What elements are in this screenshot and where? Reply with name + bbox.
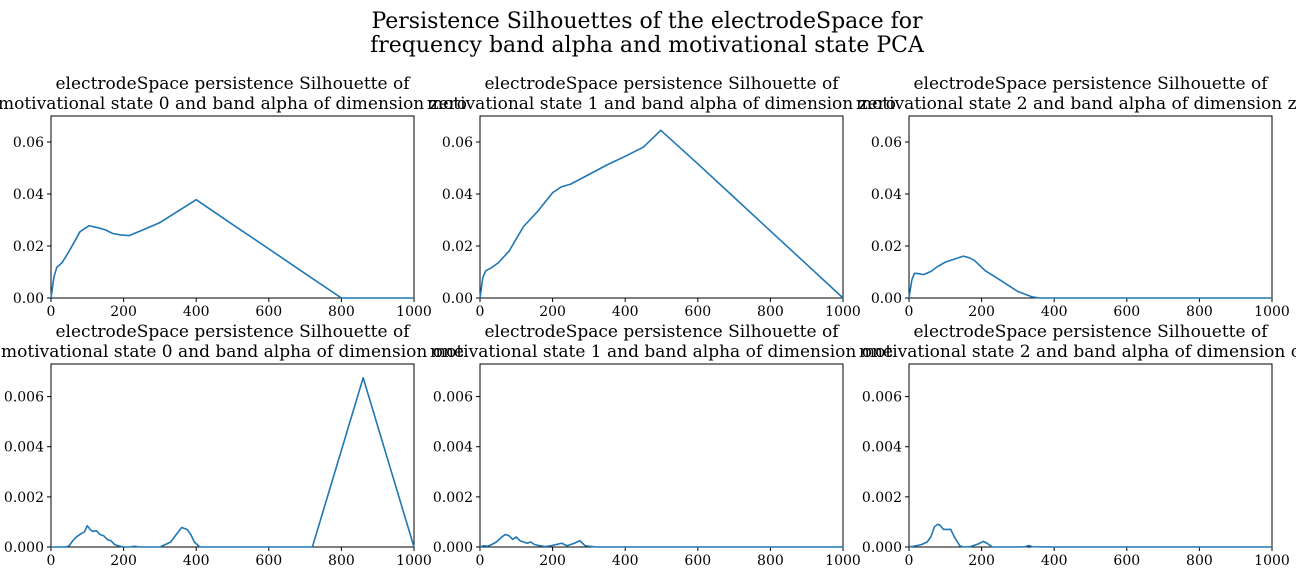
x-tick-label: 400 xyxy=(1041,553,1068,569)
y-tick-label: 0.00 xyxy=(442,291,473,307)
x-tick-label: 600 xyxy=(255,553,282,569)
y-tick-label: 0.000 xyxy=(4,540,44,556)
y-tick-label: 0.000 xyxy=(433,540,473,556)
subplot-title-line: electrodeSpace persistence Silhouette of xyxy=(55,74,411,94)
x-tick-label: 0 xyxy=(905,553,914,569)
subplot-title-line: motivational state 0 and band alpha of d… xyxy=(1,342,464,362)
x-tick-label: 200 xyxy=(539,553,566,569)
x-tick-label: 600 xyxy=(1113,304,1140,320)
x-tick-label: 400 xyxy=(612,304,639,320)
y-tick-label: 0.004 xyxy=(862,440,902,456)
x-tick-label: 1000 xyxy=(1254,553,1290,569)
axes-frame xyxy=(908,115,1273,299)
y-tick-label: 0.02 xyxy=(13,239,44,255)
series-line xyxy=(908,523,1272,548)
subplot-title-line: electrodeSpace persistence Silhouette of xyxy=(913,74,1269,94)
y-tick-label: 0.000 xyxy=(862,540,902,556)
x-tick-label: 1000 xyxy=(825,304,861,320)
x-tick-label: 200 xyxy=(968,553,995,569)
x-tick-label: 1000 xyxy=(396,304,432,320)
x-tick-label: 800 xyxy=(1186,553,1213,569)
y-tick-label: 0.06 xyxy=(871,135,902,151)
y-tick-label: 0.00 xyxy=(871,291,902,307)
subplot-5: electrodeSpace persistence Silhouette of… xyxy=(430,322,893,569)
x-tick-label: 400 xyxy=(612,553,639,569)
y-tick-label: 0.004 xyxy=(4,440,44,456)
y-tick-label: 0.04 xyxy=(442,187,473,203)
subplot-title-line: electrodeSpace persistence Silhouette of xyxy=(913,322,1269,342)
x-tick-label: 800 xyxy=(328,304,355,320)
figure-title-line-2: frequency band alpha and motivational st… xyxy=(370,33,925,58)
axes-frame xyxy=(479,363,844,548)
x-tick-label: 1000 xyxy=(825,553,861,569)
x-tick-label: 200 xyxy=(968,304,995,320)
x-tick-label: 0 xyxy=(476,304,485,320)
subplot-title-line: motivational state 2 and band alpha of d… xyxy=(856,94,1296,114)
x-tick-label: 800 xyxy=(1186,304,1213,320)
y-tick-label: 0.02 xyxy=(871,239,902,255)
y-tick-label: 0.006 xyxy=(862,390,902,406)
subplot-title-line: electrodeSpace persistence Silhouette of xyxy=(55,322,411,342)
axes-frame xyxy=(908,363,1273,548)
series-line xyxy=(50,198,414,299)
series-line xyxy=(479,533,843,548)
x-tick-label: 200 xyxy=(110,304,137,320)
y-tick-label: 0.00 xyxy=(13,291,44,307)
y-tick-label: 0.002 xyxy=(4,490,44,506)
subplot-title-line: electrodeSpace persistence Silhouette of xyxy=(484,74,840,94)
x-tick-label: 800 xyxy=(757,553,784,569)
x-tick-label: 0 xyxy=(47,553,56,569)
y-tick-label: 0.06 xyxy=(442,135,473,151)
x-tick-label: 600 xyxy=(255,304,282,320)
x-tick-label: 200 xyxy=(110,553,137,569)
subplot-3: electrodeSpace persistence Silhouette of… xyxy=(856,74,1296,320)
subplot-4: electrodeSpace persistence Silhouette of… xyxy=(1,322,464,569)
series-line xyxy=(479,129,844,299)
y-tick-label: 0.006 xyxy=(4,390,44,406)
y-tick-label: 0.04 xyxy=(13,187,44,203)
x-tick-label: 600 xyxy=(1113,553,1140,569)
x-tick-label: 600 xyxy=(684,553,711,569)
x-tick-label: 800 xyxy=(328,553,355,569)
x-tick-label: 400 xyxy=(183,304,210,320)
subplot-title-line: motivational state 0 and band alpha of d… xyxy=(0,94,467,114)
x-tick-label: 0 xyxy=(905,304,914,320)
axes-frame xyxy=(479,115,844,299)
x-tick-label: 0 xyxy=(476,553,485,569)
x-tick-label: 1000 xyxy=(396,553,432,569)
x-tick-label: 600 xyxy=(684,304,711,320)
axes-frame xyxy=(50,115,415,299)
y-tick-label: 0.002 xyxy=(862,490,902,506)
figure-title-line-1: Persistence Silhouettes of the electrode… xyxy=(371,9,923,34)
x-tick-label: 0 xyxy=(47,304,56,320)
subplot-1: electrodeSpace persistence Silhouette of… xyxy=(0,74,467,320)
x-tick-label: 400 xyxy=(183,553,210,569)
subplot-title-line: motivational state 2 and band alpha of d… xyxy=(859,342,1296,362)
y-tick-label: 0.006 xyxy=(433,390,473,406)
subplot-title-line: electrodeSpace persistence Silhouette of xyxy=(484,322,840,342)
x-tick-label: 200 xyxy=(539,304,566,320)
series-line xyxy=(908,255,1272,299)
subplot-2: electrodeSpace persistence Silhouette of… xyxy=(427,74,896,320)
y-tick-label: 0.06 xyxy=(13,135,44,151)
x-tick-label: 400 xyxy=(1041,304,1068,320)
subplot-title-line: motivational state 1 and band alpha of d… xyxy=(430,342,893,362)
y-tick-label: 0.004 xyxy=(433,440,473,456)
y-tick-label: 0.04 xyxy=(871,187,902,203)
x-tick-label: 1000 xyxy=(1254,304,1290,320)
subplot-title-line: motivational state 1 and band alpha of d… xyxy=(427,94,896,114)
x-tick-label: 800 xyxy=(757,304,784,320)
subplot-6: electrodeSpace persistence Silhouette of… xyxy=(859,322,1296,569)
y-tick-label: 0.02 xyxy=(442,239,473,255)
series-line xyxy=(51,376,415,548)
y-tick-label: 0.002 xyxy=(433,490,473,506)
